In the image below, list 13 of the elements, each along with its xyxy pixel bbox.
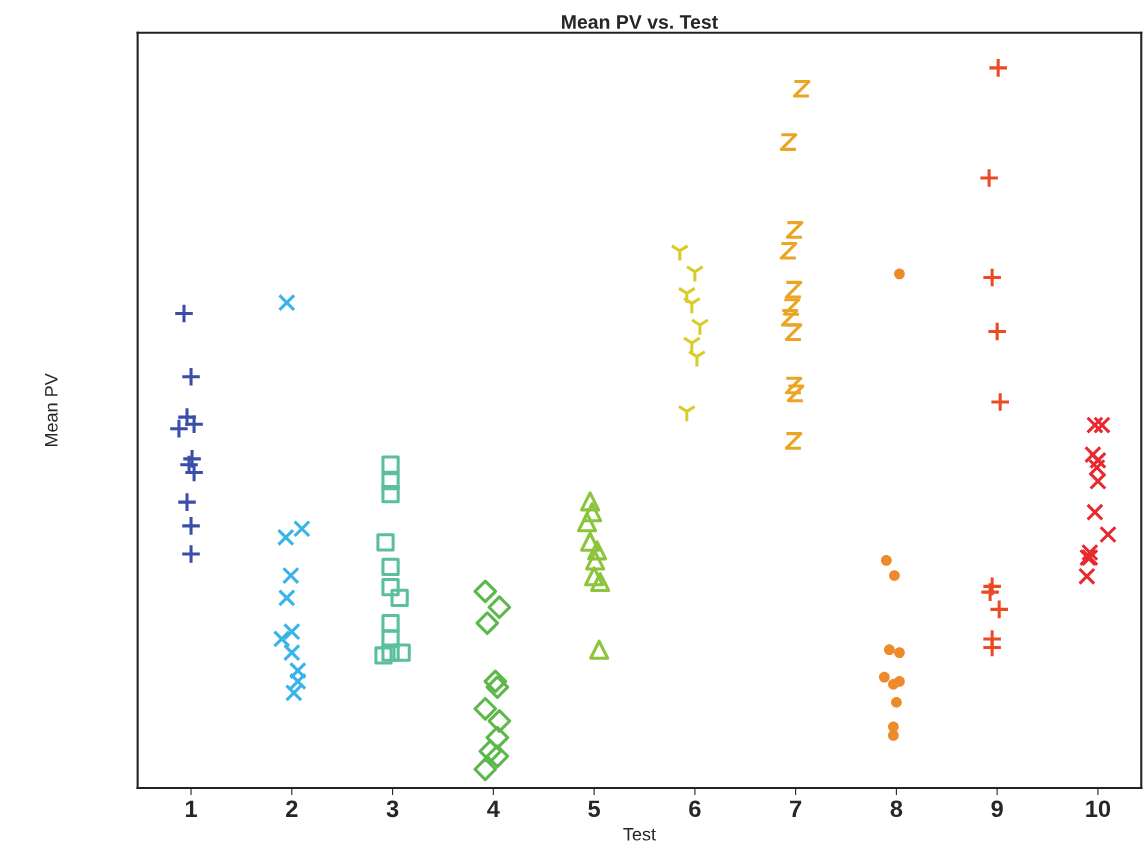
x-tick-label: 5: [588, 800, 601, 818]
x-tick-label: 7: [790, 800, 802, 817]
x-tick-label: 8: [890, 800, 903, 818]
x-tick-label: 1: [185, 800, 197, 817]
chart-title: Mean PV vs. Test: [562, 15, 718, 29]
x-tick-label: 6: [689, 800, 701, 818]
y-axis-title: Mean PV: [45, 373, 58, 447]
x-tick-label: 3: [386, 800, 399, 818]
x-tick-label: 2: [286, 800, 298, 817]
x-tick-label: 9: [991, 800, 1003, 818]
x-tick-label: 4: [487, 800, 500, 817]
x-axis-title: Test: [623, 828, 656, 841]
x-tick-label: 10: [1086, 800, 1111, 818]
